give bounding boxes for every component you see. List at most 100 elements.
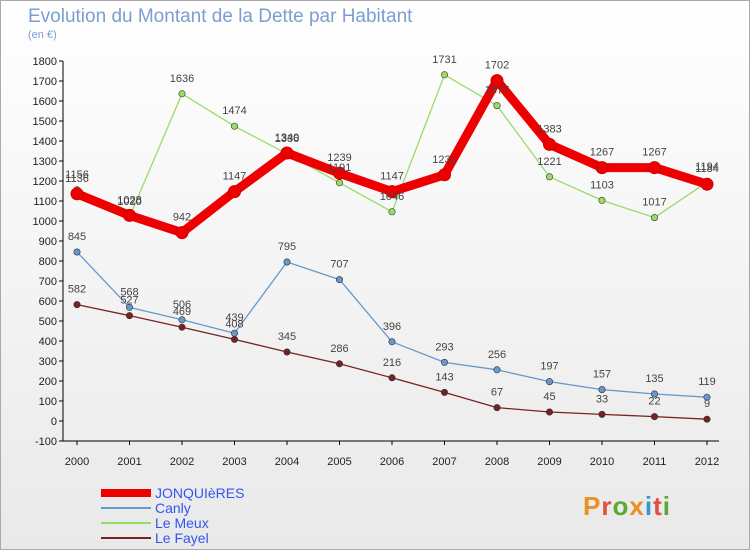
y-tick-label: 900 bbox=[39, 236, 57, 248]
data-label: 396 bbox=[383, 321, 401, 333]
data-label: 527 bbox=[120, 295, 138, 307]
data-label: 1239 bbox=[327, 152, 351, 164]
x-tick-label: 2001 bbox=[117, 456, 141, 468]
data-label: 469 bbox=[173, 306, 191, 318]
y-tick-label: 1200 bbox=[33, 176, 57, 188]
y-tick-label: 1300 bbox=[33, 156, 57, 168]
x-tick-label: 2002 bbox=[170, 456, 194, 468]
data-label: 1147 bbox=[380, 171, 404, 183]
data-label: 22 bbox=[648, 396, 660, 408]
data-point bbox=[598, 386, 606, 394]
data-label: 845 bbox=[68, 231, 86, 243]
data-point bbox=[703, 393, 711, 401]
y-tick-label: 1700 bbox=[33, 76, 57, 88]
data-label: 1017 bbox=[642, 197, 666, 209]
y-tick-label: -100 bbox=[35, 436, 57, 448]
y-tick-label: 1500 bbox=[33, 116, 57, 128]
data-point bbox=[335, 276, 343, 284]
data-label: 1020 bbox=[117, 196, 141, 208]
legend-label: Canly bbox=[155, 500, 191, 516]
data-label: 1267 bbox=[590, 147, 614, 159]
data-label: 1267 bbox=[642, 147, 666, 159]
data-label: 568 bbox=[120, 286, 138, 298]
data-label: 1231 bbox=[432, 154, 456, 166]
data-label: 1147 bbox=[223, 171, 247, 183]
data-label: 9 bbox=[704, 398, 710, 410]
data-point bbox=[595, 161, 609, 175]
x-tick-label: 2000 bbox=[65, 456, 89, 468]
data-point bbox=[493, 102, 501, 110]
data-point bbox=[388, 338, 396, 346]
data-label: 1136 bbox=[65, 173, 89, 185]
data-label: 1577 bbox=[485, 85, 509, 97]
data-label: 45 bbox=[543, 391, 555, 403]
data-point bbox=[598, 196, 606, 204]
data-point bbox=[493, 404, 501, 412]
data-point bbox=[231, 329, 239, 337]
data-label: 1191 bbox=[328, 162, 352, 174]
data-point bbox=[175, 226, 189, 240]
data-point bbox=[388, 374, 396, 382]
data-point bbox=[438, 168, 451, 182]
data-point bbox=[280, 146, 294, 160]
data-point bbox=[545, 173, 553, 181]
y-tick-label: 800 bbox=[39, 256, 57, 268]
y-tick-label: 500 bbox=[39, 316, 57, 328]
data-label: 256 bbox=[488, 349, 506, 361]
data-label: 286 bbox=[330, 343, 348, 355]
y-tick-label: 0 bbox=[51, 416, 57, 428]
data-point bbox=[650, 413, 658, 421]
chart-subtitle: (en €) bbox=[28, 29, 57, 41]
legend-label: JONQUIèRES bbox=[155, 485, 244, 501]
y-tick-label: 600 bbox=[39, 296, 57, 308]
data-point bbox=[178, 316, 186, 324]
data-label: 1702 bbox=[485, 60, 509, 72]
data-point bbox=[178, 323, 186, 331]
data-point bbox=[545, 408, 553, 416]
data-point bbox=[333, 166, 346, 180]
y-tick-label: 700 bbox=[39, 276, 57, 288]
data-point bbox=[73, 301, 81, 309]
data-label: 582 bbox=[68, 284, 86, 296]
data-label: 1474 bbox=[222, 105, 246, 117]
data-point bbox=[490, 74, 504, 88]
data-label: 1046 bbox=[380, 191, 404, 203]
x-tick-label: 2008 bbox=[485, 456, 509, 468]
data-label: 216 bbox=[383, 357, 401, 369]
chart-title: Evolution du Montant de la Dette par Hab… bbox=[28, 6, 413, 27]
data-label: 1221 bbox=[537, 156, 561, 168]
data-label: 795 bbox=[278, 241, 296, 253]
data-point bbox=[231, 122, 239, 130]
data-point bbox=[440, 71, 448, 79]
data-label: 1731 bbox=[432, 54, 456, 66]
data-label: 1194 bbox=[695, 161, 719, 173]
data-label: 1340 bbox=[275, 132, 299, 144]
data-point bbox=[228, 185, 241, 199]
data-point bbox=[123, 208, 136, 222]
y-tick-label: 100 bbox=[39, 396, 57, 408]
y-tick-label: 400 bbox=[39, 336, 57, 348]
data-label: 1336 bbox=[275, 133, 299, 145]
x-tick-label: 2009 bbox=[537, 456, 561, 468]
data-label: 293 bbox=[435, 341, 453, 353]
data-label: 1636 bbox=[170, 73, 194, 85]
x-tick-label: 2003 bbox=[222, 456, 246, 468]
data-label: 197 bbox=[540, 361, 558, 373]
data-point bbox=[703, 415, 711, 423]
data-point bbox=[73, 248, 81, 256]
data-point bbox=[650, 214, 658, 222]
data-point bbox=[385, 185, 399, 199]
data-point bbox=[283, 348, 291, 356]
data-point bbox=[231, 335, 239, 343]
data-label: 119 bbox=[698, 376, 716, 388]
data-point bbox=[126, 312, 134, 320]
data-label: 157 bbox=[593, 369, 611, 381]
data-point bbox=[440, 358, 448, 366]
x-tick-label: 2004 bbox=[275, 456, 299, 468]
data-label: 33 bbox=[596, 393, 608, 405]
data-label: 1156 bbox=[65, 169, 89, 181]
y-tick-label: 1400 bbox=[33, 136, 57, 148]
data-label: 439 bbox=[225, 312, 243, 324]
